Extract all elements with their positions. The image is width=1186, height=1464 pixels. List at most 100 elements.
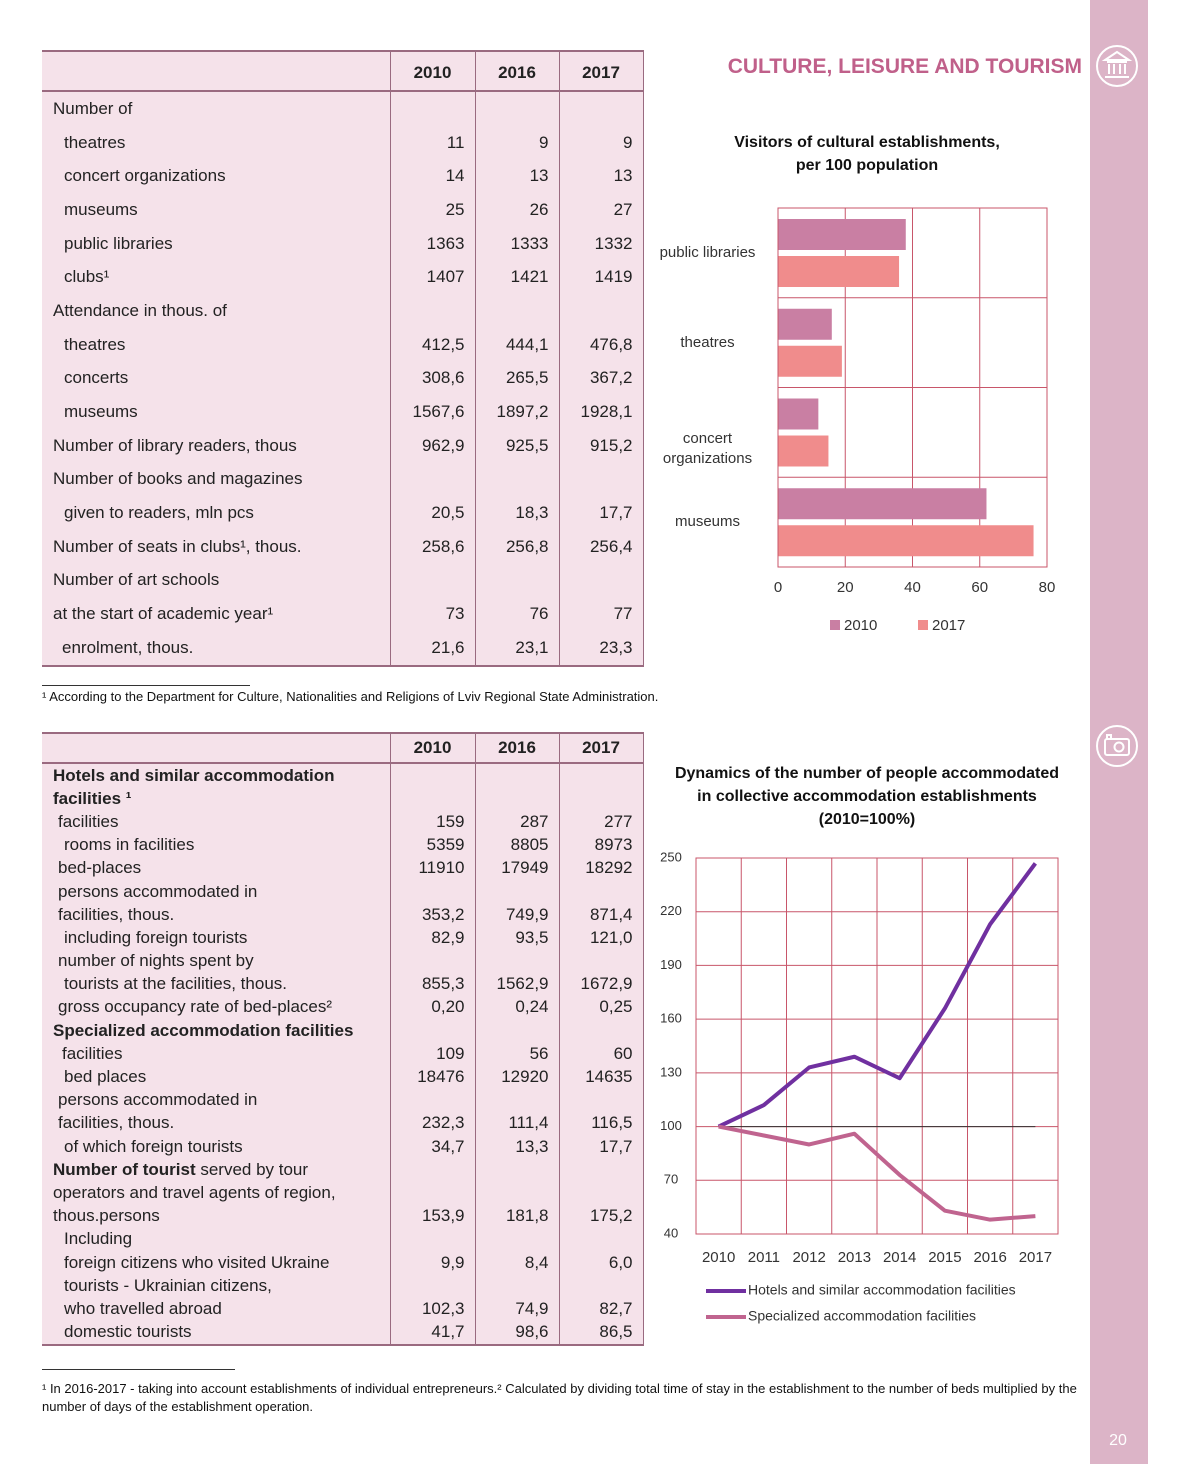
icon-camera [1096, 725, 1138, 767]
value-cell [474, 91, 560, 126]
row-label-text: who travelled abroad [64, 1298, 222, 1318]
column-header: 2017 [558, 50, 644, 92]
legend-label: 2017 [932, 617, 965, 634]
row-label-text: Attendance in thous. of [53, 300, 227, 320]
value-cell: 17,7 [558, 1135, 644, 1159]
y-tick-label: 130 [660, 1064, 682, 1079]
value-cell: 1419 [558, 260, 644, 295]
row-label-text: foreign citizens who visited Ukraine [64, 1252, 330, 1272]
value-cell [558, 787, 644, 811]
header-cell [42, 50, 391, 92]
value-cell: 11 [389, 125, 476, 160]
row-label: domestic tourists [42, 1320, 391, 1346]
row-label: concerts [42, 361, 391, 396]
row-label-text: rooms in facilities [64, 835, 195, 855]
row-label-text: facilities [58, 811, 119, 831]
value-cell [389, 763, 476, 788]
value-cell: 0,20 [389, 995, 476, 1020]
value-cell: 1672,9 [558, 972, 644, 996]
table-row: Attendance in thous. of [42, 294, 644, 328]
table-row: Number of library readers, thous 962,9 925… [42, 428, 644, 463]
row-label-text: of which foreign tourists [64, 1136, 243, 1156]
table-row: who travelled abroad 102,3 74,9 82,7 [42, 1297, 644, 1321]
value-cell [389, 91, 476, 126]
table-row: tourists at the facilities, thous. 855,3 1… [42, 972, 644, 996]
row-label-text: thous.persons [53, 1206, 160, 1226]
x-tick-label: 2016 [973, 1249, 1006, 1266]
value-cell: 1928,1 [558, 395, 644, 429]
y-tick-label: 70 [664, 1172, 678, 1187]
table-row: domestic tourists 41,7 98,6 86,5 [42, 1320, 644, 1346]
table-row: persons accommodated in [42, 879, 644, 904]
value-cell: 8973 [558, 833, 644, 857]
row-label: theatres [42, 327, 391, 362]
row-label: Specialized accommodation facilities [42, 1019, 391, 1043]
row-label-text: tourists at the facilities, thous. [64, 974, 287, 994]
row-label-text: facilities, thous. [58, 904, 175, 924]
row-label-text: given to readers, mln pcs [64, 503, 254, 523]
value-cell: 111,4 [474, 1111, 560, 1135]
value-cell: 18292 [558, 856, 644, 880]
value-cell: 444,1 [474, 327, 560, 362]
bar [778, 219, 906, 250]
y-tick-label: 190 [660, 957, 682, 972]
row-label: Attendance in thous. of [42, 294, 391, 328]
row-label: persons accommodated in [42, 1088, 391, 1112]
x-tick-label: 2012 [792, 1249, 825, 1266]
table-row: tourists - Ukrainian citizens, [42, 1274, 644, 1298]
chart-title: in collective accommodation establishmen… [697, 788, 1037, 805]
value-cell [389, 462, 476, 497]
table-row: enrolment, thous. 21,6 23,1 23,3 [42, 631, 644, 667]
table-row: operators and travel agents of region, [42, 1181, 644, 1205]
bar [778, 525, 1034, 557]
row-label: bed places [42, 1065, 391, 1089]
row-label-text: museums [64, 402, 138, 422]
row-label: facilities [42, 810, 391, 834]
row-label: tourists at the facilities, thous. [42, 972, 391, 996]
row-label: foreign citizens who visited Ukraine [42, 1250, 391, 1275]
value-cell: 962,9 [389, 428, 476, 463]
row-label-text: bed places [64, 1067, 147, 1087]
x-tick-label: 60 [971, 579, 988, 596]
row-label: facilities, thous. [42, 903, 391, 927]
value-cell: 34,7 [389, 1135, 476, 1159]
footnote: ¹ According to the Department for Cultur… [42, 689, 659, 704]
value-cell: 353,2 [389, 903, 476, 927]
bar [778, 488, 987, 520]
chart-title: per 100 population [796, 157, 938, 174]
table-row: museums 1567,6 1897,2 1928,1 [42, 395, 644, 429]
row-label-text: concerts [64, 368, 129, 388]
row-label-text: public libraries [64, 233, 173, 253]
category-label: public libraries [659, 243, 756, 261]
bar [778, 308, 832, 340]
plot-frame [695, 857, 1059, 1235]
value-cell [558, 1181, 644, 1205]
row-label: given to readers, mln pcs [42, 496, 391, 530]
row-label-text: theatres [64, 334, 126, 354]
table-row: public libraries 1363 1333 1332 [42, 226, 644, 261]
value-cell: 17,7 [558, 496, 644, 530]
row-label: number of nights spent by [42, 949, 391, 973]
row-label: facilities [42, 1042, 391, 1066]
value-cell: 159 [389, 810, 476, 834]
footnote-text: ¹ In 2016-2017 - taking into account est… [42, 1381, 498, 1396]
x-tick-label: 2013 [838, 1249, 871, 1266]
value-cell: 175,2 [558, 1204, 644, 1228]
table-row: Number of books and magazines [42, 462, 644, 497]
row-label-text: including foreign tourists [64, 927, 248, 947]
table-row: concerts 308,6 265,5 367,2 [42, 361, 644, 396]
table-row: facilities 109 56 60 [42, 1042, 644, 1066]
value-cell: 14 [389, 159, 476, 194]
value-cell: 1333 [474, 226, 560, 261]
table-row: rooms in facilities 5359 8805 8973 [42, 833, 644, 857]
row-label-text: Number of books and magazines [53, 469, 303, 489]
table-row: including foreign tourists 82,9 93,5 121,0 [42, 926, 644, 950]
table-row: bed-places 11910 17949 18292 [42, 856, 644, 880]
row-label: concert organizations [42, 159, 391, 194]
value-cell: 256,8 [474, 529, 560, 564]
value-cell: 277 [558, 810, 644, 834]
x-tick-label: 2017 [1019, 1249, 1052, 1266]
table-row: theatres 11 9 9 [42, 125, 644, 160]
footnote-rule [42, 1369, 235, 1370]
row-label: who travelled abroad [42, 1297, 391, 1321]
